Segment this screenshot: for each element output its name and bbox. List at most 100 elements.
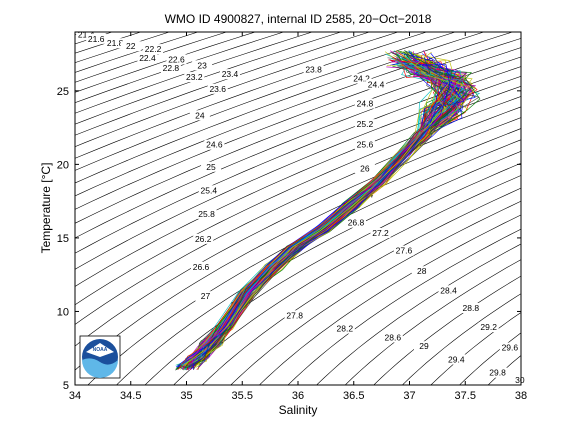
contour-label-bg xyxy=(438,285,459,296)
contour-label: 24 xyxy=(195,110,205,120)
profile-line xyxy=(179,57,439,365)
contour-label-bg xyxy=(201,161,222,172)
contour-label: 21.6 xyxy=(88,34,105,44)
isopycnal-line xyxy=(87,139,521,385)
contour-label-bg xyxy=(193,233,214,244)
contour-label: 29 xyxy=(419,341,429,351)
contour-label-bg xyxy=(351,73,372,84)
contour-label: 24.6 xyxy=(206,140,223,150)
profile-line xyxy=(178,51,457,369)
contour-label-bg xyxy=(478,322,499,333)
isopycnal-line xyxy=(75,32,457,171)
x-tick-label: 37 xyxy=(403,390,415,402)
isopycnal-line xyxy=(144,162,521,385)
contour-label-bg xyxy=(76,29,97,40)
x-axis-ticks: 34 34.5 35 35.5 36 36.5 37 37.5 38 xyxy=(69,32,527,402)
contour-label-bg xyxy=(334,323,355,334)
isopycnal-line xyxy=(75,32,314,114)
contour-label: 26.8 xyxy=(348,218,365,228)
contour-label-bg xyxy=(198,185,219,196)
contour-label: 22.4 xyxy=(139,53,156,63)
contour-label-bg xyxy=(354,163,375,174)
contour-label: 26.6 xyxy=(193,262,210,272)
contour-label: 27 xyxy=(201,291,211,301)
contour-label-bg xyxy=(160,63,181,74)
y-axis-label: Temperature [°C] xyxy=(39,163,53,254)
contour-label-bg xyxy=(411,266,432,277)
y-tick-label: 15 xyxy=(57,233,69,245)
contour-label-bg xyxy=(509,375,530,386)
y-tick-label: 25 xyxy=(57,86,69,98)
isopycnal-line xyxy=(75,56,521,239)
isopycnal-line xyxy=(344,259,521,385)
contour-label: 27.2 xyxy=(372,228,389,238)
contour-label: 22.8 xyxy=(163,63,180,73)
isopycnal-line xyxy=(75,96,521,306)
isopycnal-line xyxy=(75,32,514,197)
profile-line xyxy=(177,56,441,370)
contour-label-bg xyxy=(393,245,414,256)
contour-label-bg xyxy=(189,110,210,121)
contour-label: 21.8 xyxy=(107,38,124,48)
contour-label: 26.2 xyxy=(195,234,212,244)
contour-label: 26 xyxy=(360,163,370,173)
isopycnal-line xyxy=(75,85,521,287)
isopycnal-line xyxy=(75,32,199,73)
contour-label-bg xyxy=(86,33,107,44)
contour-label-bg xyxy=(120,41,141,52)
profile-line xyxy=(193,51,462,370)
contour-label: 27.8 xyxy=(286,310,303,320)
contour-label-bg xyxy=(196,208,217,219)
contour-label: 23 xyxy=(197,60,207,70)
contour-label: 29.4 xyxy=(448,354,465,364)
isopycnal-line xyxy=(75,32,399,147)
profile-line xyxy=(176,57,456,370)
y-tick-label: 10 xyxy=(57,306,69,318)
contour-label: 28.6 xyxy=(385,332,402,342)
isopycnal-line xyxy=(75,66,521,254)
isopycnal-line xyxy=(230,200,521,385)
contour-label-bg xyxy=(446,354,467,365)
contour-label: 25.8 xyxy=(198,209,215,219)
isopycnal-line xyxy=(75,32,371,136)
isopycnal-line xyxy=(75,32,228,83)
contour-label-bg xyxy=(105,38,126,49)
x-tick-label: 36 xyxy=(292,390,304,402)
contour-label: 25.2 xyxy=(357,119,374,129)
profile-line xyxy=(191,64,457,366)
x-tick-label: 35 xyxy=(180,390,192,402)
contour-label: 23.8 xyxy=(305,65,322,75)
contour-label-bg xyxy=(219,69,240,80)
contour-label: 23.6 xyxy=(209,84,226,94)
contour-label: 28.4 xyxy=(440,285,457,295)
y-tick-label: 20 xyxy=(57,159,69,171)
chart-title: WMO ID 4900827, internal ID 2585, 20−Oct… xyxy=(165,12,432,26)
contour-label: 29.2 xyxy=(480,322,497,332)
y-axis-ticks: 5 10 15 20 25 xyxy=(57,86,521,392)
contour-label: 29.6 xyxy=(502,343,519,353)
isopycnal-line xyxy=(75,106,521,325)
contour-label-bg xyxy=(303,64,324,75)
contour-label-bg xyxy=(284,310,305,321)
contour-label: 22.6 xyxy=(168,54,185,64)
isopycnal-line xyxy=(287,228,521,385)
contour-label: 28.8 xyxy=(463,303,480,313)
noaa-logo: NOAA xyxy=(79,335,121,379)
contour-label-bg xyxy=(195,291,216,302)
y-tick-label: 5 xyxy=(63,380,69,392)
isopycnal-line xyxy=(430,312,521,385)
float-profiles xyxy=(175,49,481,371)
contour-label: 24.2 xyxy=(353,74,370,84)
isopycnal-line xyxy=(201,187,521,385)
contour-label-bg xyxy=(354,98,375,109)
contour-label-bg xyxy=(382,332,403,343)
contour-label-bg xyxy=(413,341,434,352)
isopycnal-line xyxy=(75,32,285,104)
profile-line xyxy=(177,58,468,366)
contour-label-bg xyxy=(370,227,391,238)
contour-label-bg xyxy=(192,60,213,71)
contour-label-bg xyxy=(354,139,375,150)
isopycnal-line xyxy=(75,32,342,125)
